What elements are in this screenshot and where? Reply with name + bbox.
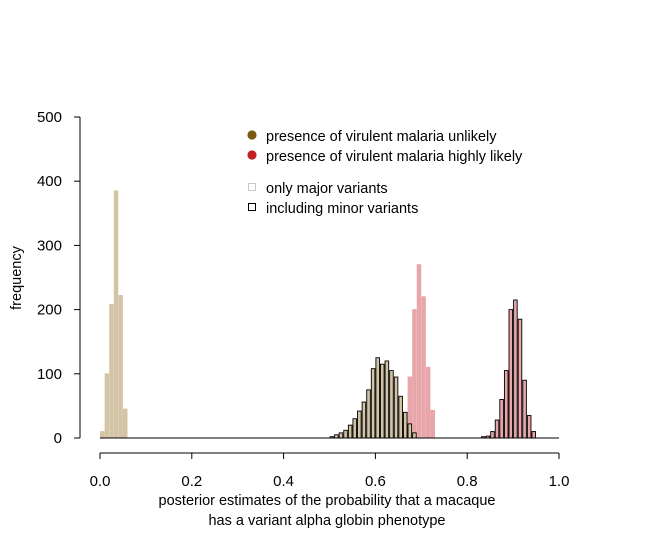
histogram-bar xyxy=(430,409,436,439)
axis-titles: posterior estimates of the probability t… xyxy=(9,245,495,529)
bar-series-malaria-likely-including-minor xyxy=(481,299,537,439)
histogram-bar xyxy=(402,411,408,439)
legend-label-malaria-likely: presence of virulent malaria highly like… xyxy=(266,149,523,165)
histogram-bar xyxy=(416,264,422,439)
y-tick-label: 0 xyxy=(54,430,62,447)
histogram-bar xyxy=(513,299,518,439)
histogram-bar xyxy=(347,424,353,439)
histogram-bar xyxy=(526,415,532,439)
bar-series-malaria-unlikely-including-minor xyxy=(329,357,417,439)
histogram-bar xyxy=(122,408,128,439)
histogram-bar xyxy=(366,389,371,439)
histogram-bar xyxy=(100,431,105,439)
axes: 0 100 200 300 400 500 0.0 0.2 0.4 0.6 0.8 1.0 xyxy=(37,109,569,490)
histogram-bar xyxy=(104,373,110,439)
histogram-bar xyxy=(352,418,357,439)
y-tick-label: 300 xyxy=(37,237,62,254)
histogram-bar xyxy=(118,295,123,439)
y-axis-title: frequency xyxy=(9,245,25,309)
legend-marker-malaria-likely xyxy=(247,150,257,160)
histogram-bar xyxy=(508,309,514,439)
legend-label-only-major: only major variants xyxy=(266,181,388,197)
histogram-bar xyxy=(361,401,367,439)
legend-marker-including-minor xyxy=(248,203,256,211)
histogram-bar xyxy=(343,429,348,439)
histogram-bar xyxy=(531,431,537,439)
x-axis-title-line-2: has a variant alpha globin phenotype xyxy=(208,513,445,529)
histogram-bar xyxy=(375,357,380,439)
legend-label-including-minor: including minor variants xyxy=(266,201,418,217)
histogram-bar xyxy=(393,376,399,439)
histogram-bar xyxy=(499,399,504,439)
x-tick-label: 0.2 xyxy=(181,473,202,490)
histogram-bar xyxy=(517,318,523,439)
y-tick-label: 200 xyxy=(37,302,62,319)
legend-marker-only-major xyxy=(248,183,256,191)
histogram-bar xyxy=(490,431,495,439)
histogram-bar xyxy=(398,395,403,439)
y-tick-label: 400 xyxy=(37,173,62,190)
histogram-bar xyxy=(113,190,119,439)
legend-label-malaria-unlikely: presence of virulent malaria unlikely xyxy=(266,129,497,145)
histogram-bar xyxy=(421,296,426,439)
histogram-bar xyxy=(407,423,413,439)
x-tick-label: 1.0 xyxy=(549,473,570,490)
histogram-bar xyxy=(425,366,431,439)
histogram-bar xyxy=(370,368,376,439)
bar-series-malaria-unlikely-only-major xyxy=(100,190,128,439)
x-axis-title-line-1: posterior estimates of the probability t… xyxy=(159,493,496,509)
histogram-bar xyxy=(109,304,114,439)
legend: presence of virulent malaria unlikely pr… xyxy=(247,129,523,217)
y-tick-label: 500 xyxy=(37,109,62,126)
x-tick-label: 0.0 xyxy=(90,473,111,490)
x-tick-label: 0.8 xyxy=(457,473,478,490)
bar-series-malaria-likely-only-major xyxy=(393,264,436,439)
legend-marker-malaria-unlikely xyxy=(247,130,257,140)
histogram-bar xyxy=(357,410,362,439)
histogram-bar xyxy=(494,419,500,439)
histogram-bar xyxy=(503,370,509,439)
histogram-bar xyxy=(389,370,394,439)
x-tick-label: 0.4 xyxy=(273,473,294,490)
histogram-bar xyxy=(338,432,344,439)
y-tick-label: 100 xyxy=(37,366,62,383)
x-tick-label: 0.6 xyxy=(365,473,386,490)
histogram-bars xyxy=(100,190,537,439)
histogram-bar xyxy=(522,379,527,439)
histogram-bar xyxy=(412,432,417,439)
histogram-bar xyxy=(412,309,417,439)
histogram-bar xyxy=(380,363,385,439)
histogram-bar xyxy=(384,360,390,439)
